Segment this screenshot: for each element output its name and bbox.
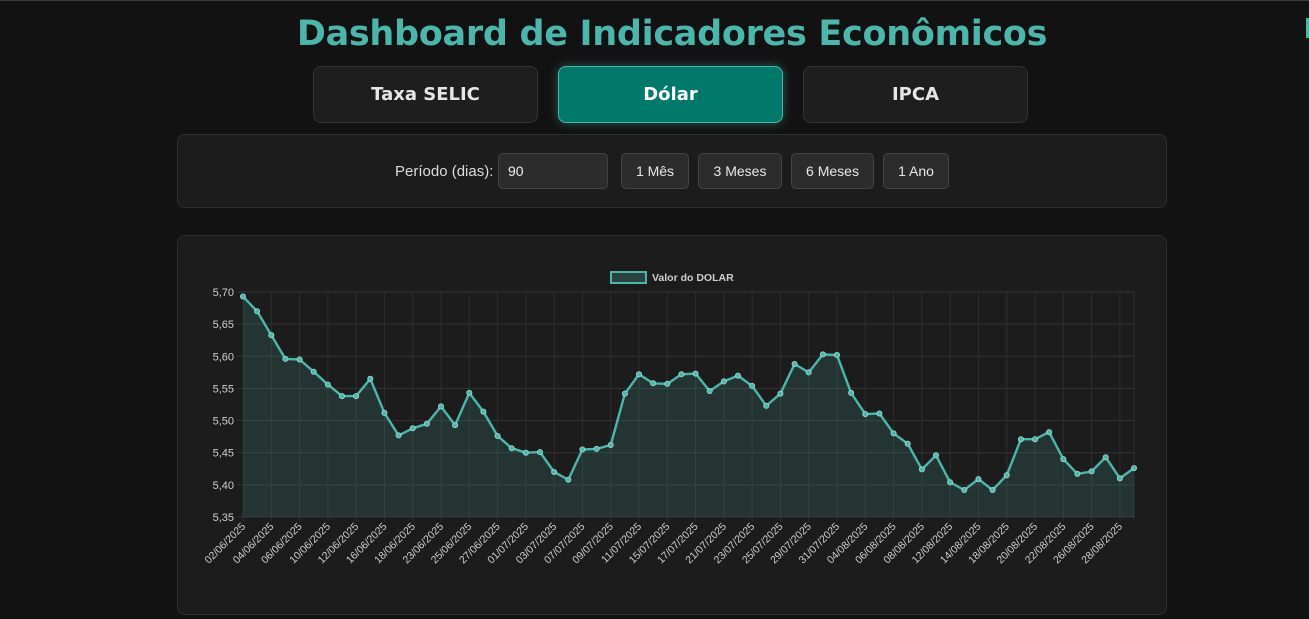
data-point[interactable] [1032,436,1039,443]
data-point[interactable] [989,486,996,493]
data-point[interactable] [805,369,812,376]
page-title: Dashboard de Indicadores Econômicos [296,14,1048,54]
tab-dolar[interactable]: Dólar [558,66,783,123]
y-axis: 5,70 5,65 5,60 5,55 5,50 5,45 5,40 5,35 [213,287,234,524]
y-tick-label: 5,35 [213,512,234,524]
data-point[interactable] [1046,429,1053,436]
y-tick-label: 5,55 [213,383,234,395]
period-6-months-button[interactable]: 6 Meses [791,153,874,189]
period-1-year-button[interactable]: 1 Ano [883,153,949,189]
period-controls: Período (dias): 1 Mês 3 Meses 6 Meses 1 … [177,134,1167,208]
y-tick-label: 5,50 [213,416,234,428]
data-point[interactable] [918,466,925,473]
data-point[interactable] [819,351,826,358]
data-point[interactable] [466,389,473,396]
data-point[interactable] [1060,456,1067,463]
data-point[interactable] [749,382,756,389]
data-point[interactable] [791,361,798,368]
data-point[interactable] [961,486,968,493]
data-point[interactable] [720,378,727,385]
y-tick-label: 5,60 [213,351,234,363]
data-point[interactable] [282,355,289,362]
period-3-months-button[interactable]: 3 Meses [698,153,782,189]
data-point[interactable] [1003,472,1010,479]
chart-legend[interactable]: Valor do DOLAR [610,271,734,284]
data-point[interactable] [621,390,628,397]
data-point[interactable] [692,370,699,377]
data-point[interactable] [409,425,416,432]
data-point[interactable] [678,371,685,378]
dolar-line-chart: 5,70 5,65 5,60 5,55 5,50 5,45 5,40 5,35 02/06/2… [202,271,1138,567]
data-point[interactable] [876,410,883,417]
scrollbar-indicator[interactable] [1306,18,1309,38]
top-border [0,0,1309,1]
data-point[interactable] [1116,475,1123,482]
data-point[interactable] [536,449,543,456]
data-point[interactable] [777,390,784,397]
data-point[interactable] [1131,465,1138,472]
data-point[interactable] [1017,436,1024,443]
tab-selic[interactable]: Taxa SELIC [313,66,538,123]
data-point[interactable] [551,468,558,475]
data-point[interactable] [508,445,515,452]
data-point[interactable] [890,430,897,437]
chart-grid [237,291,1135,522]
series-points [240,293,1138,493]
data-point[interactable] [862,411,869,418]
data-point[interactable] [565,476,572,483]
y-tick-label: 5,45 [213,448,234,460]
legend-label: Valor do DOLAR [652,272,734,284]
legend-swatch [610,271,647,284]
data-point[interactable] [1074,470,1081,477]
data-point[interactable] [848,389,855,396]
data-point[interactable] [268,332,275,339]
series-area-fill [243,296,1134,517]
data-point[interactable] [494,432,501,439]
period-label: Período (dias): [395,163,494,180]
data-point[interactable] [480,408,487,415]
data-point[interactable] [975,476,982,483]
data-point[interactable] [947,479,954,486]
data-point[interactable] [296,356,303,363]
data-point[interactable] [338,393,345,400]
data-point[interactable] [1102,454,1109,461]
data-point[interactable] [367,375,374,382]
data-point[interactable] [579,446,586,453]
data-point[interactable] [240,293,247,300]
y-tick-label: 5,65 [213,319,234,331]
data-point[interactable] [1088,468,1095,475]
data-point[interactable] [353,393,360,400]
data-point[interactable] [310,368,317,375]
data-point[interactable] [635,371,642,378]
data-point[interactable] [522,449,529,456]
data-point[interactable] [904,440,911,447]
data-point[interactable] [706,387,713,394]
tab-ipca[interactable]: IPCA [803,66,1028,123]
data-point[interactable] [650,380,657,387]
y-tick-label: 5,40 [213,480,234,492]
data-point[interactable] [664,380,671,387]
data-point[interactable] [593,445,600,452]
chart-panel: 5,70 5,65 5,60 5,55 5,50 5,45 5,40 5,35 02/06/2… [177,235,1167,615]
period-input[interactable] [498,153,608,189]
data-point[interactable] [324,381,331,388]
data-point[interactable] [395,432,402,439]
data-point[interactable] [933,452,940,459]
data-point[interactable] [607,441,614,448]
series-line [242,295,1135,492]
data-point[interactable] [254,308,261,315]
data-point[interactable] [452,422,459,429]
data-point[interactable] [735,372,742,379]
data-point[interactable] [437,403,444,410]
y-tick-label: 5,70 [213,287,234,299]
data-point[interactable] [423,420,430,427]
period-1-month-button[interactable]: 1 Mês [621,153,689,189]
x-axis: 02/06/202504/06/202506/06/202510/06/2025… [202,521,1125,567]
data-point[interactable] [381,409,388,416]
data-point[interactable] [763,402,770,409]
data-point[interactable] [834,352,841,359]
